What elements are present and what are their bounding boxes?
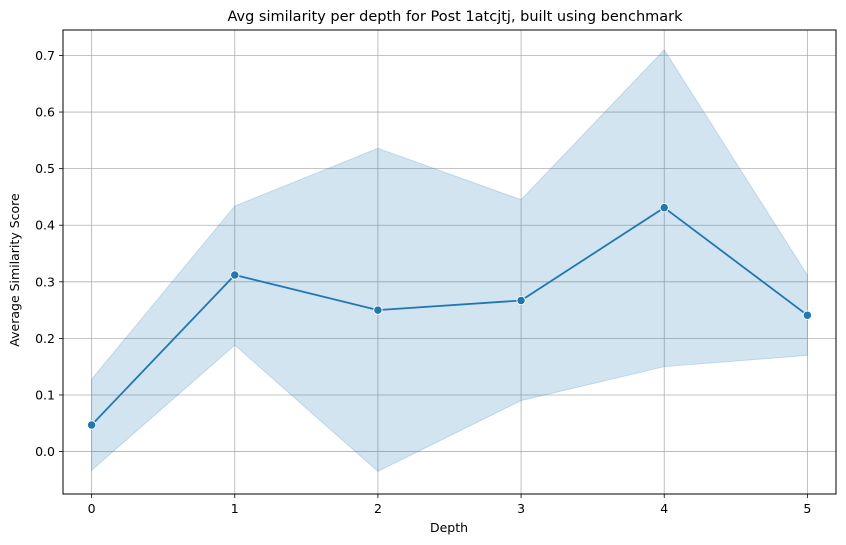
x-tick-label: 4 xyxy=(660,501,668,516)
data-point xyxy=(516,295,526,306)
x-tick-label: 3 xyxy=(517,501,525,516)
x-axis-label: Depth xyxy=(430,520,468,535)
grid xyxy=(63,30,836,494)
data-point xyxy=(86,420,97,430)
x-tick-label: 1 xyxy=(231,501,239,516)
data-point xyxy=(659,203,669,213)
y-tick-label: 0.0 xyxy=(35,444,55,459)
chart-title: Avg similarity per depth for Post 1atcjt… xyxy=(227,9,683,25)
y-tick-label: 0.1 xyxy=(35,387,55,402)
x-tick-label: 0 xyxy=(88,501,96,516)
data-point xyxy=(802,310,813,320)
series-line xyxy=(90,206,808,426)
y-tick-label: 0.4 xyxy=(35,218,55,233)
y-tick-label: 0.2 xyxy=(35,331,55,346)
y-tick-label: 0.5 xyxy=(35,161,55,176)
confidence-band-layer xyxy=(91,48,808,472)
x-axis-ticks: 0 1 2 3 4 5 xyxy=(88,494,811,516)
y-axis-ticks: 0.0 0.1 0.2 0.3 0.4 0.5 0.6 0.7 xyxy=(35,48,63,459)
data-point xyxy=(373,305,383,315)
y-tick-label: 0.3 xyxy=(35,274,55,289)
y-tick-label: 0.7 xyxy=(35,48,55,63)
confidence-band xyxy=(91,48,808,472)
marker-layer xyxy=(86,203,813,430)
y-axis-label: Average Similarity Score xyxy=(7,193,22,347)
plot-frame xyxy=(62,29,837,495)
data-point xyxy=(230,270,240,280)
series-line-layer xyxy=(90,206,808,426)
y-tick-label: 0.6 xyxy=(35,105,55,120)
x-tick-label: 2 xyxy=(374,501,382,516)
x-tick-label: 5 xyxy=(803,501,811,516)
